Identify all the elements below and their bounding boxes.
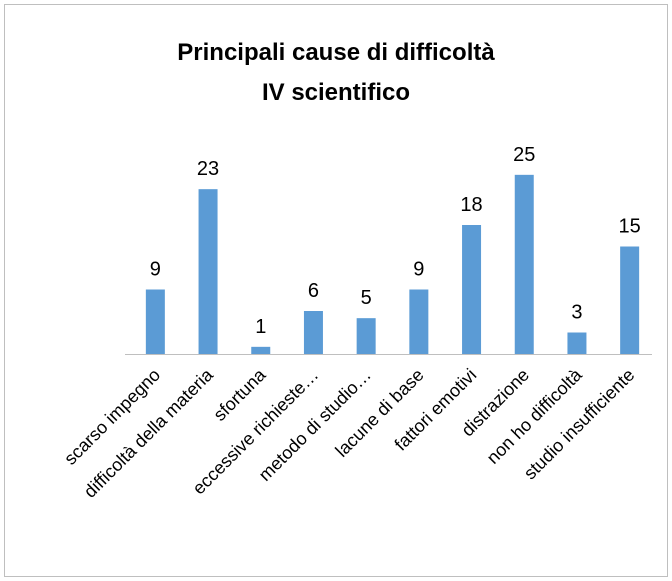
- chart-title: Principali cause di difficoltà: [177, 39, 495, 66]
- data-label: 6: [308, 280, 319, 302]
- chart-border: [4, 4, 668, 577]
- bar: [567, 332, 587, 354]
- data-label: 25: [513, 144, 535, 166]
- bar: [620, 246, 640, 354]
- bar: [198, 189, 218, 354]
- data-label: 1: [255, 316, 266, 338]
- data-label: 9: [150, 259, 161, 281]
- data-label: 23: [197, 158, 219, 180]
- bar: [251, 346, 271, 354]
- data-label: 9: [413, 259, 424, 281]
- bar: [303, 311, 323, 354]
- chart-subtitle: IV scientifico: [262, 79, 410, 106]
- bar: [356, 318, 376, 354]
- data-label: 18: [460, 194, 482, 216]
- bar: [409, 289, 429, 354]
- data-label: 3: [571, 302, 582, 324]
- bar: [462, 225, 482, 354]
- data-label: 5: [361, 287, 372, 309]
- bar: [145, 289, 165, 354]
- bar: [514, 174, 534, 354]
- data-label: 15: [619, 216, 641, 238]
